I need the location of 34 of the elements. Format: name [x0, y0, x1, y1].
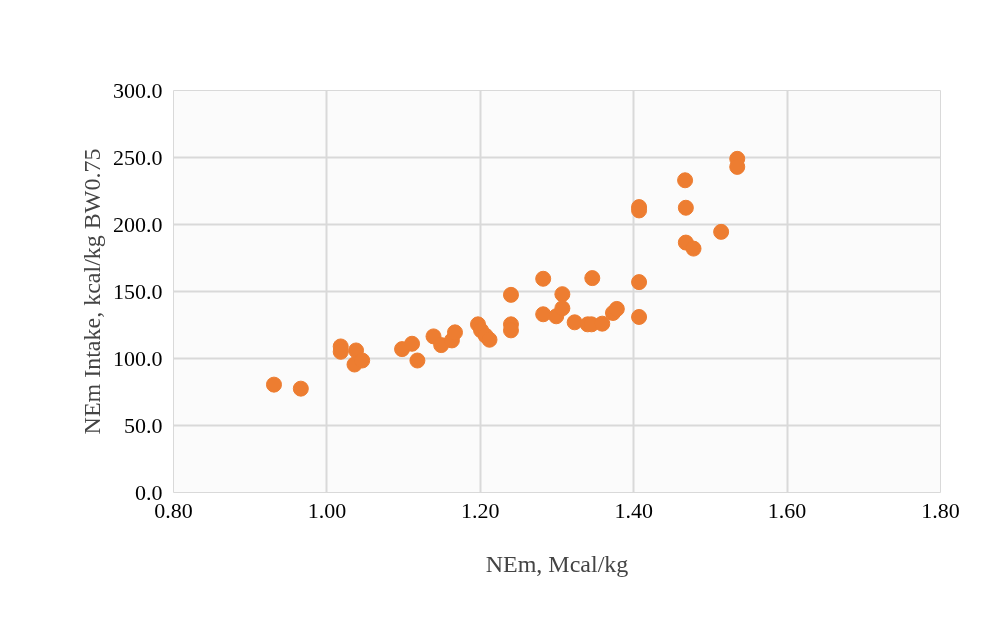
y-tick-label: 50.0 [124, 412, 163, 438]
x-tick-label: 1.40 [614, 497, 653, 523]
y-tick-label: 100.0 [113, 345, 163, 371]
point [265, 376, 282, 393]
point [677, 172, 694, 189]
x-tick-label: 1.60 [767, 497, 807, 523]
point [677, 199, 694, 216]
point [502, 286, 519, 303]
y-tick-label: 150.0 [113, 278, 163, 304]
point [535, 306, 552, 323]
x-tick-label: 1.20 [461, 497, 500, 523]
point [554, 300, 571, 317]
y-tick-label: 300.0 [113, 77, 163, 103]
point [292, 380, 309, 397]
point [631, 308, 648, 325]
point [631, 274, 648, 291]
y-axis-title: NEm Intake, kcal/kg BW0.75 [79, 148, 105, 435]
point [535, 270, 552, 287]
x-tick-label: 1.00 [307, 497, 347, 523]
point [584, 270, 601, 287]
point [404, 335, 421, 352]
point [685, 240, 702, 257]
x-tick-label: 1.80 [921, 497, 960, 523]
x-axis-title: NEm, Mcal/kg [485, 550, 629, 577]
point [608, 300, 625, 317]
point [446, 324, 463, 341]
point [481, 331, 498, 348]
y-tick-label: 250.0 [113, 144, 163, 170]
point [554, 286, 571, 303]
point [713, 223, 730, 240]
point [409, 352, 426, 369]
point [594, 315, 611, 332]
y-tick-label: 200.0 [113, 211, 163, 237]
point [566, 314, 583, 331]
